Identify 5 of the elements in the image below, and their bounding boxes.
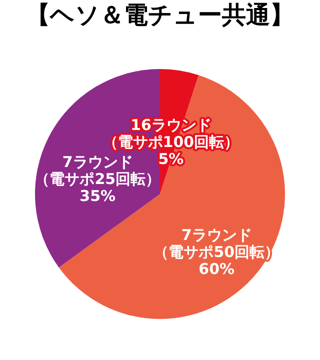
data-label: 35% <box>80 187 116 206</box>
data-label: 60% <box>198 260 235 278</box>
slice-label: 16ラウンド（電サポ100回転） <box>102 116 240 151</box>
data-label: 5% <box>158 150 184 168</box>
chart-title: 【ヘソ＆電チュー共通】 <box>26 1 294 29</box>
